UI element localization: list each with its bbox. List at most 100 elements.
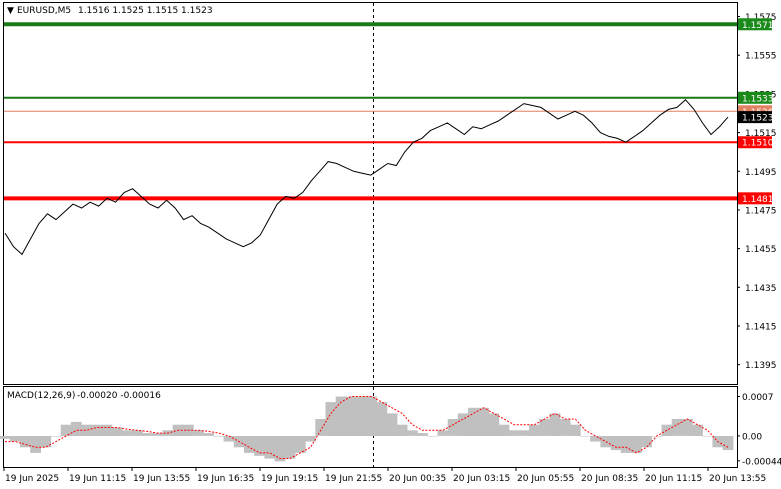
macd-histogram-bar: [223, 436, 235, 442]
macd-histogram-bar: [569, 424, 581, 436]
macd-histogram-bar: [345, 396, 357, 436]
macd-histogram-bar: [356, 396, 367, 436]
macd-histogram-bar: [590, 436, 601, 442]
current-price-tag: 1.1523: [738, 111, 774, 124]
macd-histogram-bar: [508, 430, 520, 436]
level-tag: 1.1571: [738, 18, 774, 31]
time-tick-label: 19 Jun 11:15: [69, 474, 126, 484]
time-tick-label: 20 Jun 05:55: [517, 474, 574, 484]
time-tick-label: 19 Jun 16:35: [197, 474, 254, 484]
time-tick-label: 19 Jun 13:55: [133, 474, 190, 484]
macd-histogram-bar: [91, 424, 103, 436]
macd-histogram-bar: [325, 402, 337, 436]
macd-histogram-bar: [671, 419, 683, 436]
levels-layer: [4, 22, 737, 201]
time-tick-label: 20 Jun 08:35: [581, 474, 638, 484]
level-tag: 1.1510: [738, 136, 774, 149]
macd-signal-layer: [5, 396, 729, 459]
macd-tick-label: -0.00044: [742, 457, 781, 467]
macd-histogram-bar: [111, 427, 123, 436]
macd-histogram-bar: [580, 436, 591, 437]
macd-histogram-bar: [264, 436, 276, 459]
macd-histogram-bar: [447, 419, 459, 436]
price-tick-label: 1.1495: [745, 168, 777, 178]
macd-histogram-bar: [406, 430, 418, 436]
macd-histogram-bar: [366, 396, 377, 436]
macd-histogram-bar: [478, 407, 489, 436]
macd-histogram-bar: [315, 419, 327, 436]
level-tag-label: 1.1481: [742, 195, 774, 205]
macd-histogram-bar: [559, 419, 571, 436]
macd-histogram-bar: [427, 436, 439, 437]
macd-histogram-bar: [193, 430, 204, 436]
macd-histogram-bar: [376, 402, 388, 436]
price-tick-label: 1.1575: [745, 13, 777, 23]
macd-histogram-bar: [9, 436, 21, 442]
time-tick-label: 19 Jun 2025: [5, 474, 59, 484]
macd-title: MACD(12,26,9): [7, 391, 75, 401]
macd-histogram-bar: [610, 436, 622, 451]
time-tick-label: 20 Jun 11:15: [645, 474, 702, 484]
level-tag-box: [738, 18, 772, 31]
macd-histogram-bar: [274, 436, 286, 462]
macd-histogram-bar: [631, 436, 642, 453]
price-tick-label: 1.1515: [745, 129, 777, 139]
price-layer: [4, 98, 729, 256]
macd-histogram-bar: [488, 413, 500, 436]
level-tag-box: [738, 136, 772, 149]
macd-histogram-bar: [213, 436, 225, 437]
price-panel-frame: [3, 2, 738, 385]
price-tick-label: 1.1475: [745, 206, 777, 216]
level-tag-box: [738, 192, 772, 205]
macd-histogram-bar: [152, 433, 164, 436]
macd-histogram-bar: [692, 424, 703, 436]
macd-histogram-bar: [294, 436, 306, 453]
macd-histogram-bar: [681, 419, 693, 436]
macd-values: -0.00020 -0.00016: [77, 391, 161, 401]
macd-histogram-bar: [600, 436, 612, 448]
macd-histogram-bar: [335, 396, 347, 436]
macd-histogram-bar: [244, 436, 255, 453]
time-tick-label: 20 Jun 03:15: [453, 474, 510, 484]
current-price-box: [738, 111, 772, 124]
macd-histogram-bar: [305, 436, 316, 442]
macd-histogram-bar: [101, 424, 113, 436]
price-series-line: [4, 98, 729, 256]
level-tag: 1.1481: [738, 192, 774, 205]
price-tick-label: 1.1455: [745, 245, 777, 255]
time-tick-label: 19 Jun 19:15: [261, 474, 318, 484]
macd-histogram-bar: [142, 433, 153, 436]
macd-histogram-bar: [457, 413, 469, 436]
macd-histogram-bar: [0, 436, 11, 439]
macd-signal-line: [5, 396, 729, 459]
macd-histogram-bar: [121, 430, 133, 436]
macd-histogram-bar: [722, 436, 734, 451]
macd-histogram-bar: [539, 419, 551, 436]
macd-histogram-bar: [254, 436, 265, 456]
macd-histogram-bar: [417, 433, 428, 436]
macd-histogram-bar: [529, 424, 540, 436]
macd-histogram-bar: [620, 436, 632, 453]
macd-histogram-layer: [0, 396, 734, 462]
macd-histogram-bar: [468, 407, 479, 436]
price-tick-label: 1.1435: [745, 284, 777, 294]
macd-histogram-bar: [40, 436, 52, 448]
macd-tick-label: 0.00: [742, 432, 762, 442]
macd-histogram-bar: [549, 413, 561, 436]
macd-histogram-bar: [437, 430, 449, 436]
level-tag-label: 1.1571: [742, 21, 774, 31]
header-arrow-icon[interactable]: ▼: [7, 6, 14, 16]
macd-histogram-bar: [60, 424, 72, 436]
macd-histogram-bar: [132, 430, 143, 436]
macd-histogram-bar: [641, 436, 652, 448]
macd-histogram-bar: [498, 424, 510, 436]
macd-histogram-bar: [702, 436, 713, 437]
price-tick-label: 1.1555: [745, 52, 777, 62]
header-symbol: EURUSD,M5: [17, 6, 71, 16]
macd-histogram-bar: [396, 424, 408, 436]
macd-histogram-bar: [203, 433, 215, 436]
level-tag-label: 1.1533: [742, 94, 774, 104]
time-tick-label: 20 Jun 13:55: [709, 474, 766, 484]
current-price-label: 1.1523: [742, 114, 774, 124]
